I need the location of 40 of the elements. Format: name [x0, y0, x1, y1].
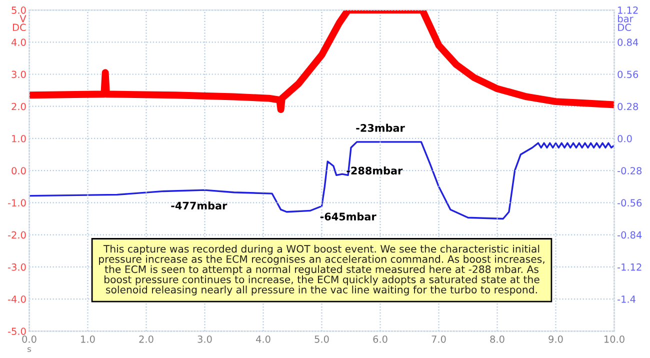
annotation: -477mbar — [171, 202, 228, 210]
y2-tick-label: 0.56 — [618, 70, 638, 78]
y2-tick-label: 0.84 — [618, 38, 638, 46]
y-tick-label: 3.0 — [12, 70, 26, 78]
y-tick-label: -1.0 — [8, 199, 26, 207]
x-tick-label: 10.0 — [604, 335, 624, 343]
y-tick-label: 0.0 — [12, 167, 26, 174]
y-tick-label: 5.0 — [12, 6, 26, 14]
y-tick-label: -3.0 — [8, 263, 26, 271]
y2-tick-label: -0.28 — [618, 167, 642, 174]
annotation: This capture was recorded during a WOT boost event. We see the characteristic initial pressure increase as the ECM recognises an acceleration command. As boost increases, the ECM is seen to attempt a normal regulated state measured here at -288 mbar. As boost pressure continues to increase, the ECM quickly adopts a saturated state at the solenoid releasing nearly all pressure in the vac line waiting for the turbo to respond. — [99, 244, 544, 296]
x-tick-label: 5.0 — [314, 335, 329, 343]
x-tick-label: 2.0 — [139, 335, 154, 343]
y2-axis-title: bar DC — [618, 14, 634, 32]
x-axis-title: s — [28, 347, 32, 352]
x-tick-label: 3.0 — [198, 335, 212, 343]
x-tick-label: 9.0 — [548, 335, 563, 343]
y2-tick-label: 1.12 — [618, 6, 638, 14]
line-series — [29, 141, 614, 220]
x-tick-label: 0.0 — [22, 335, 36, 343]
y2-tick-label: 0.0 — [618, 134, 632, 142]
y2-tick-label: -0.56 — [618, 199, 642, 207]
x-tick-label: 1.0 — [81, 335, 95, 343]
y2-tick-label: 0.28 — [618, 102, 638, 110]
y2-tick-label: -1.12 — [618, 263, 642, 271]
y-tick-label: -5.0 — [8, 328, 26, 335]
annotation: -23mbar — [356, 124, 405, 132]
y-tick-label: -2.0 — [8, 231, 26, 239]
y-tick-label: 4.0 — [11, 38, 26, 46]
x-tick-label: 4.0 — [256, 335, 270, 343]
y2-tick-label: -0.84 — [618, 231, 642, 239]
y2-tick-label: -1.4 — [618, 296, 636, 303]
annotation: -645mbar — [320, 212, 376, 220]
y-tick-label: -4.0 — [8, 296, 26, 303]
x-tick-label: 7.0 — [432, 335, 446, 343]
y-tick-label: 2.0 — [12, 102, 26, 110]
x-tick-label: 8.0 — [490, 335, 504, 343]
y-axis-title: V DC — [13, 15, 26, 32]
y-tick-label: 1.0 — [12, 134, 26, 142]
x-tick-label: 6.0 — [373, 335, 388, 343]
